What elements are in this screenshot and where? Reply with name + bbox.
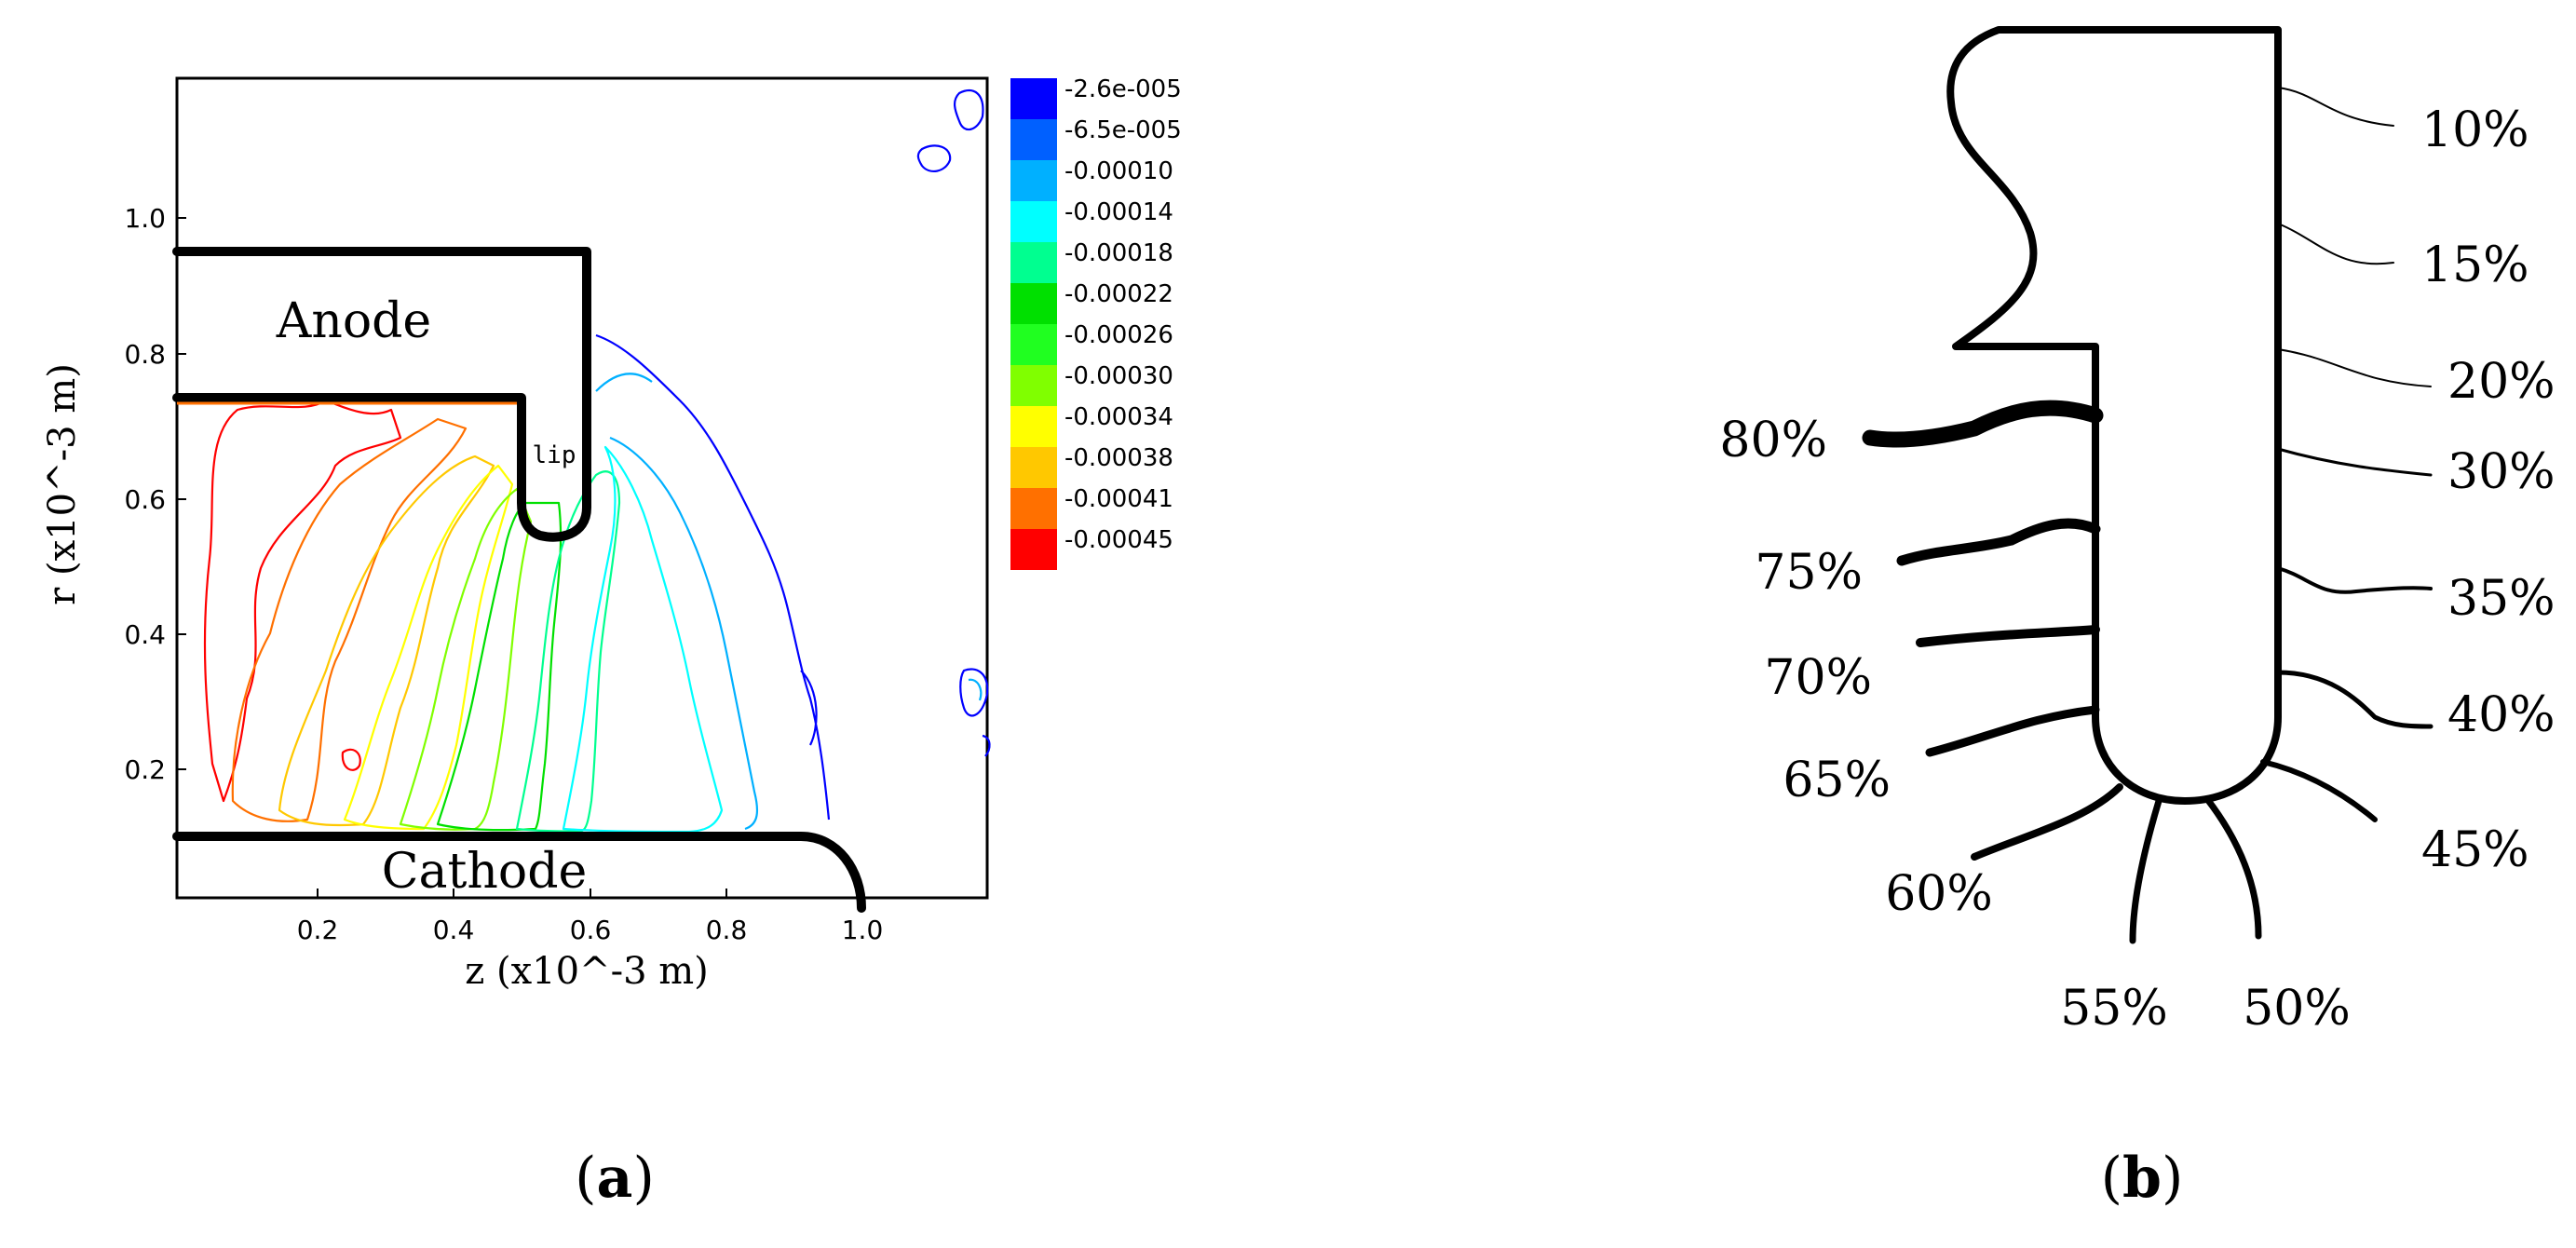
curve-75 [1896,518,2101,566]
x-tick-label: 0.8 [706,915,748,945]
contour-blue [595,333,831,821]
curve-30 [2276,447,2433,477]
y-tick-label: 0.6 [124,484,166,515]
label-65: 65% [1783,753,1891,808]
colorbar-swatch [1010,242,1057,283]
label-35: 35% [2447,571,2556,627]
curve-80 [1862,400,2104,448]
curve-45 [2260,759,2378,822]
colorbar-label: -0.00018 [1064,239,1173,267]
curve-35 [2276,566,2433,594]
colorbar-label: -0.00022 [1064,280,1173,308]
colorbar-swatch [1010,283,1057,324]
curve-40 [2275,670,2434,729]
label-70: 70% [1764,650,1872,706]
right-curves [2260,87,2434,822]
plot-frame [175,76,989,900]
y-axis-title: r (x10^-3 m) [41,363,84,605]
y-tick-label: 0.8 [124,339,166,370]
panel-a: 0.2 0.4 0.6 0.8 1.0 0.2 0.4 0.6 0.8 1.0 … [41,75,1182,1211]
label-50: 50% [2243,981,2351,1037]
curve-50 [2203,795,2262,940]
anode-label: Anode [276,293,431,349]
curve-10 [2277,87,2394,127]
caption-b: (b) [2101,1146,2184,1211]
colorbar-swatch [1010,488,1057,529]
x-axis-title: z (x10^-3 m) [465,950,709,993]
colorbar-label: -0.00045 [1064,526,1173,554]
label-40: 40% [2447,687,2556,743]
contour-skyblue-blob [968,678,983,701]
contour-blue-blob-1 [954,88,984,131]
colorbar-label: -0.00034 [1064,403,1173,431]
contour-blue-blob-4 [982,734,991,757]
curve-65 [1925,705,2100,757]
cathode-label: Cathode [382,844,588,900]
electrode-geometry [172,247,866,913]
contour-red [203,399,402,803]
x-tick-label: 0.4 [433,915,475,945]
cathode-outline [172,832,866,913]
colorbar-swatch [1010,529,1057,570]
label-55: 55% [2060,981,2168,1037]
contour-red-blob [341,748,361,771]
contour-blue-blob-3 [959,668,989,717]
contour-aquagreen [515,470,621,833]
label-45: 45% [2421,822,2529,878]
label-80: 80% [1719,413,1827,468]
label-10: 10% [2421,102,2529,158]
colorbar-label: -6.5e-005 [1064,116,1182,144]
x-tick-label: 0.6 [570,915,612,945]
colorbar-label: -0.00026 [1064,321,1173,349]
left-curves [1862,400,2262,944]
caption-a: (a) [575,1146,655,1211]
x-tick-label: 0.2 [297,915,339,945]
curve-15 [2277,223,2394,265]
curve-70 [1916,625,2100,647]
lip-label: lip [533,441,576,469]
colorbar-label: -0.00041 [1064,485,1173,513]
colorbar-label: -0.00014 [1064,198,1173,226]
colorbar-swatch [1010,201,1057,242]
colorbar: -2.6e-005 -6.5e-005 -0.00010 -0.00014 -0.000… [1010,75,1182,570]
axis-ticks [177,217,863,898]
curve-60 [1971,783,2123,861]
curve-55 [2129,797,2162,944]
label-20: 20% [2447,354,2556,410]
electrode-outline [1946,26,2282,805]
percent-labels: 10% 15% 20% 30% 35% 40% 45% 50% 55% 60% … [1719,102,2555,1037]
x-tick-label: 1.0 [842,915,884,945]
contour-yellow [343,464,514,831]
y-tick-label: 0.2 [124,754,166,785]
colorbar-swatch [1010,119,1057,160]
colorbar-swatch [1010,160,1057,201]
contour-chartreuse [399,487,533,831]
anode-outline [172,247,591,542]
label-15: 15% [2421,237,2529,293]
contour-lines [203,88,991,834]
contour-orange [231,417,468,822]
label-75: 75% [1755,545,1863,601]
y-tick-label: 0.4 [124,619,166,650]
curve-20 [2277,348,2432,387]
colorbar-label: -0.00038 [1064,444,1173,472]
label-30: 30% [2447,444,2556,500]
colorbar-swatch [1010,365,1057,406]
colorbar-swatch [1010,447,1057,488]
colorbar-label: -0.00030 [1064,362,1173,390]
colorbar-swatch [1010,406,1057,447]
colorbar-swatch [1010,78,1057,119]
colorbar-swatch [1010,324,1057,365]
label-60: 60% [1885,866,1993,922]
panel-b: 10% 15% 20% 30% 35% 40% 45% 50% 55% 60% … [1719,26,2556,1211]
colorbar-label: -2.6e-005 [1064,75,1182,103]
contour-cyan [562,445,724,834]
colorbar-label: -0.00010 [1064,157,1173,185]
contour-skyblue [595,373,759,831]
contour-blue-blob-2 [916,144,952,173]
y-tick-label: 1.0 [124,203,166,234]
contour-gold [278,454,495,827]
